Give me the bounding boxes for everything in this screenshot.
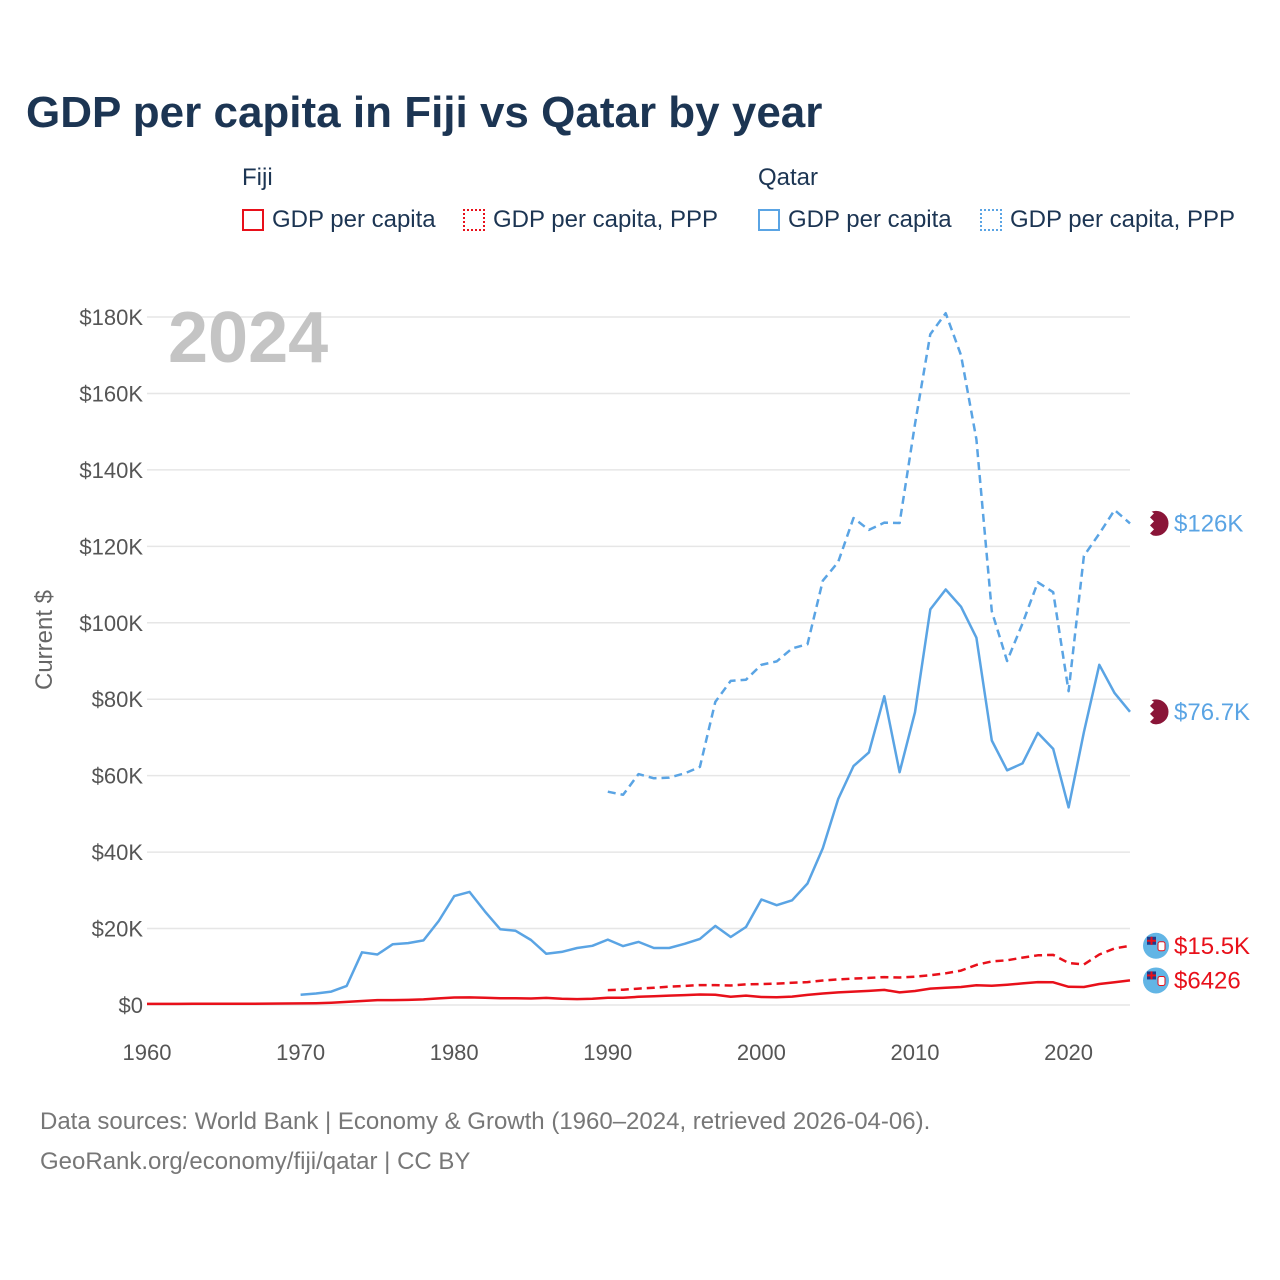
- x-tick-label: 1990: [583, 1040, 632, 1065]
- series-end-markers: $6426 $15.5K $76.7K $126K: [1142, 509, 1250, 994]
- y-tick-label: $120K: [79, 534, 143, 559]
- legend-label-fiji-gdp: GDP per capita: [272, 206, 436, 233]
- legend-label-fiji-ppp: GDP per capita, PPP: [493, 206, 718, 233]
- series-line: [147, 979, 1131, 1006]
- y-tick-label: $60K: [92, 764, 144, 789]
- series-end-label: $6426: [1174, 967, 1241, 994]
- series-line: [607, 311, 1131, 797]
- y-tick-label: $80K: [92, 687, 144, 712]
- legend-swatch-qatar-ppp: [980, 209, 1002, 231]
- y-tick-label: $180K: [79, 305, 143, 330]
- legend-swatch-fiji-gdp: [242, 209, 264, 231]
- series-lines: [147, 311, 1131, 1006]
- series-end-label: $76.7K: [1174, 699, 1250, 726]
- legend-qatar-title: Qatar: [758, 164, 819, 191]
- x-tick-label: 1970: [276, 1040, 325, 1065]
- y-axis-ticks: $0 $20K $40K $60K $80K $100K $120K $140K $160K $1…: [79, 305, 143, 1018]
- y-tick-label: $160K: [79, 381, 143, 406]
- series-line: [300, 588, 1131, 996]
- chart-title: GDP per capita in Fiji vs Qatar by year: [26, 88, 823, 137]
- qatar-flag-icon: [1142, 509, 1170, 537]
- qatar-flag-icon: [1142, 698, 1170, 726]
- x-axis-ticks: 1960 1970 1980 1990 2000 2010 2020: [123, 1040, 1094, 1065]
- legend-label-qatar-ppp: GDP per capita, PPP: [1010, 206, 1235, 233]
- x-tick-label: 1960: [123, 1040, 172, 1065]
- y-tick-label: $140K: [79, 458, 143, 483]
- fiji-flag-icon: [1143, 967, 1169, 994]
- legend-qatar-ppp[interactable]: GDP per capita, PPP: [980, 205, 1235, 235]
- series-end-label: $15.5K: [1174, 933, 1250, 960]
- source-line-2: GeoRank.org/economy/fiji/qatar | CC BY: [40, 1148, 471, 1175]
- y-tick-label: $20K: [92, 917, 144, 942]
- y-tick-label: $0: [119, 993, 143, 1018]
- line-chart: 2024 $0 $20K $40K $60K $80K $100K $120K $140K $1…: [31, 298, 1250, 1065]
- year-watermark: 2024: [168, 298, 328, 378]
- legend-fiji-title: Fiji: [242, 164, 273, 191]
- series-end-label: $126K: [1174, 510, 1243, 537]
- x-tick-label: 2010: [890, 1040, 939, 1065]
- x-tick-label: 2020: [1044, 1040, 1093, 1065]
- legend-fiji-gdp[interactable]: GDP per capita: [242, 205, 436, 235]
- y-tick-label: $100K: [79, 611, 143, 636]
- y-tick-label: $40K: [92, 840, 144, 865]
- legend-swatch-fiji-ppp: [463, 209, 485, 231]
- legend-label-qatar-gdp: GDP per capita: [788, 206, 952, 233]
- x-tick-label: 2000: [737, 1040, 786, 1065]
- grid-lines: [147, 316, 1130, 1006]
- legend-qatar-gdp[interactable]: GDP per capita: [758, 205, 952, 235]
- fiji-flag-icon: [1143, 932, 1169, 959]
- legend-fiji-ppp[interactable]: GDP per capita, PPP: [463, 205, 718, 235]
- y-axis-label: Current $: [31, 590, 58, 690]
- legend-swatch-qatar-gdp: [758, 209, 780, 231]
- series-line: [607, 944, 1131, 992]
- source-line-1: Data sources: World Bank | Economy & Gro…: [40, 1108, 931, 1135]
- x-tick-label: 1980: [430, 1040, 479, 1065]
